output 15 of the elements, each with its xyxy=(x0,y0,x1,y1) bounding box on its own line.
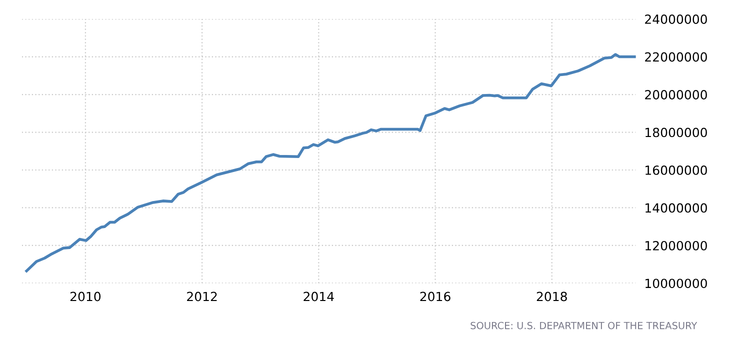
line-series xyxy=(25,53,636,272)
y-tick-label: 12000000 xyxy=(646,240,707,250)
x-tick-label: 2016 xyxy=(420,292,450,302)
x-tick-label: 2010 xyxy=(70,292,101,302)
y-tick-label: 14000000 xyxy=(646,203,707,213)
x-tick-label: 2018 xyxy=(536,292,567,302)
x-tick-label: 2012 xyxy=(187,292,217,302)
y-tick-label: 24000000 xyxy=(645,14,707,24)
y-tick-label: 20000000 xyxy=(645,90,707,100)
y-tick-label: 16000000 xyxy=(646,165,707,175)
y-tick-label: 18000000 xyxy=(646,128,707,138)
y-tick-label: 22000000 xyxy=(645,52,707,62)
source-note: SOURCE: U.S. DEPARTMENT OF THE TREASURY xyxy=(470,322,698,330)
y-tick-label: 10000000 xyxy=(646,278,707,288)
x-tick-label: 2014 xyxy=(304,292,334,302)
